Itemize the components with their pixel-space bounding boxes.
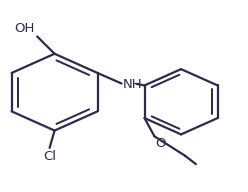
Text: O: O: [156, 137, 166, 150]
Text: Cl: Cl: [43, 150, 56, 163]
Text: OH: OH: [14, 22, 35, 35]
Text: NH: NH: [123, 78, 142, 91]
